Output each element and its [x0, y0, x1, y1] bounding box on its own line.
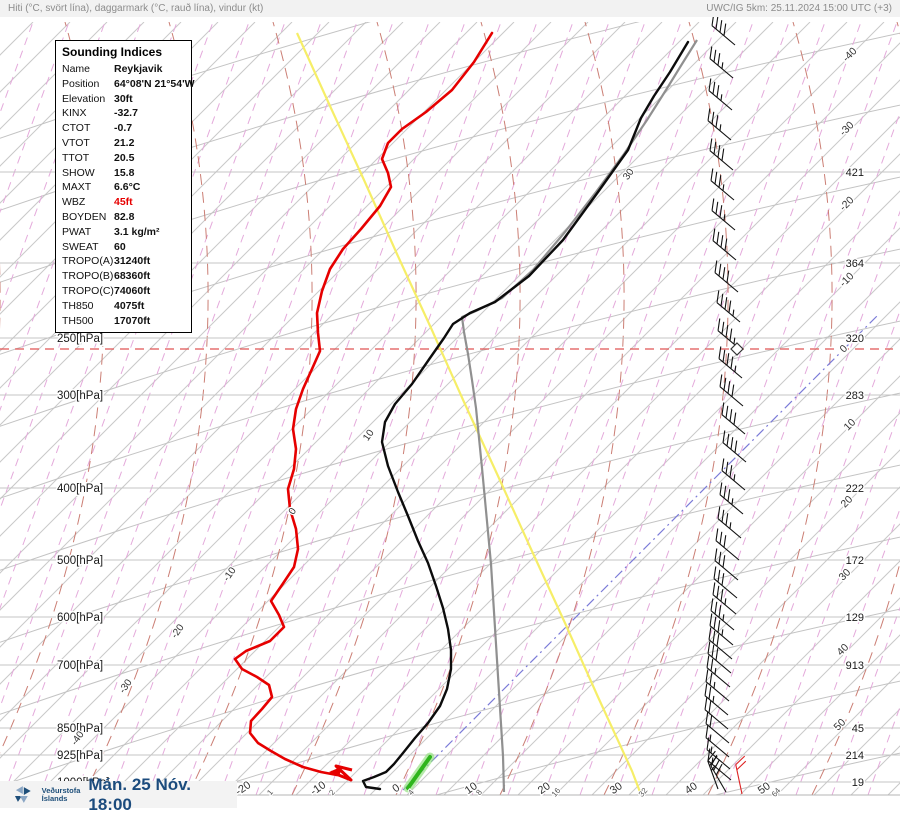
- svg-text:-30: -30: [117, 677, 135, 696]
- svg-text:600[hPa]: 600[hPa]: [57, 612, 103, 624]
- svg-text:20: 20: [839, 493, 856, 510]
- model-run-info: UWC/IG 5km: 25.11.2024 15:00 UTC (+3): [706, 3, 892, 14]
- svg-text:40: 40: [835, 641, 852, 658]
- index-row-tropoc: TROPO(C) 74060ft: [62, 284, 151, 297]
- svg-text:-30: -30: [837, 119, 856, 138]
- vedurstofa-brand-text: Veðurstofa Íslands: [41, 785, 81, 803]
- svg-text:250[hPa]: 250[hPa]: [57, 333, 103, 345]
- index-row-name: Name Reykjavik: [62, 63, 163, 75]
- index-row-tropoa: TROPO(A) 31240ft: [62, 255, 151, 268]
- index-row-th850: TH850 4075ft: [62, 299, 145, 312]
- svg-text:-10: -10: [837, 270, 856, 289]
- index-row-boyden: BOYDEN 82.8: [62, 210, 135, 223]
- svg-text:320: 320: [846, 333, 864, 345]
- svg-text:400[hPa]: 400[hPa]: [57, 483, 103, 495]
- svg-text:300[hPa]: 300[hPa]: [57, 390, 103, 402]
- index-row-kinx: KINX -32.7: [62, 107, 138, 120]
- index-row-pwat: PWAT 3.1 kg/m²: [62, 225, 160, 238]
- svg-text:2: 2: [327, 787, 337, 797]
- svg-text:-20: -20: [837, 194, 856, 213]
- svg-text:0: 0: [287, 506, 299, 517]
- svg-text:913: 913: [846, 660, 864, 672]
- svg-text:64: 64: [770, 786, 783, 799]
- svg-text:10: 10: [842, 416, 859, 433]
- chart-header-bar: Hiti (°C, svört lína), daggarmark (°C, r…: [0, 0, 900, 17]
- brand-line-2: Íslands: [41, 793, 68, 803]
- sounding-indices-title: Sounding Indices: [62, 45, 163, 59]
- svg-text:129: 129: [846, 612, 864, 624]
- svg-text:364: 364: [846, 258, 864, 270]
- svg-text:-40: -40: [840, 45, 859, 64]
- index-row-show: SHOW 15.8: [62, 166, 135, 179]
- index-row-tropob: TROPO(B) 68360ft: [62, 270, 151, 283]
- index-row-ttot: TTOT 20.5: [62, 151, 135, 164]
- sounding-indices-panel: Sounding Indices Name Reykjavik Position 64…: [55, 40, 195, 334]
- svg-text:850[hPa]: 850[hPa]: [57, 723, 103, 735]
- chart-title-left: Hiti (°C, svört lína), daggarmark (°C, r…: [8, 3, 264, 14]
- svg-text:30: 30: [608, 780, 625, 797]
- svg-text:283: 283: [846, 390, 864, 402]
- svg-text:222: 222: [846, 483, 864, 495]
- index-row-ctot: CTOT -0.7: [62, 122, 133, 135]
- svg-text:421: 421: [846, 167, 864, 179]
- svg-text:500[hPa]: 500[hPa]: [57, 555, 103, 567]
- index-row-th500: TH500 17070ft: [62, 314, 151, 327]
- svg-text:45: 45: [852, 723, 864, 735]
- index-row-wbz: WBZ 45ft: [62, 196, 133, 209]
- footer-bar: Veðurstofa Íslands Mán. 25 Nóv. 18:00: [0, 775, 237, 814]
- svg-text:30: 30: [621, 166, 637, 182]
- index-row-vtot: VTOT 21.2: [62, 136, 135, 149]
- svg-text:214: 214: [846, 750, 864, 762]
- footer-date: Mán. 25 Nóv. 18:00: [88, 774, 192, 814]
- svg-text:700[hPa]: 700[hPa]: [57, 660, 103, 672]
- index-row-maxt: MAXT 6.6°C: [62, 181, 141, 194]
- svg-text:-20: -20: [169, 622, 187, 641]
- svg-text:40: 40: [683, 780, 700, 797]
- svg-text:10: 10: [361, 427, 377, 443]
- index-row-elevation: Elevation 30ft: [62, 92, 133, 105]
- svg-text:19: 19: [852, 777, 864, 789]
- svg-text:925[hPa]: 925[hPa]: [57, 750, 103, 762]
- index-row-position: Position 64°08'N 21°54'W: [62, 77, 195, 90]
- svg-text:4: 4: [406, 787, 416, 797]
- svg-text:8: 8: [474, 787, 484, 797]
- svg-text:50: 50: [832, 716, 849, 733]
- svg-text:30: 30: [837, 566, 854, 583]
- sounding-indices-table: Name Reykjavik Position 64°08'N 21°54'W Elev…: [56, 62, 195, 328]
- svg-text:16: 16: [550, 786, 563, 799]
- svg-text:172: 172: [846, 555, 864, 567]
- index-row-sweat: SWEAT 60: [62, 240, 126, 253]
- vedurstofa-logo-icon: [14, 785, 31, 803]
- svg-text:-10: -10: [221, 565, 239, 584]
- brand-line-1: Veðurstofa: [41, 785, 81, 795]
- svg-text:1: 1: [265, 787, 275, 797]
